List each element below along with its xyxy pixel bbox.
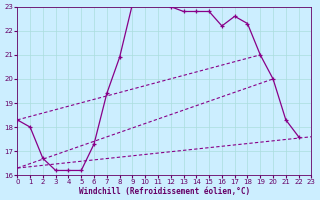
X-axis label: Windchill (Refroidissement éolien,°C): Windchill (Refroidissement éolien,°C) [79,187,250,196]
